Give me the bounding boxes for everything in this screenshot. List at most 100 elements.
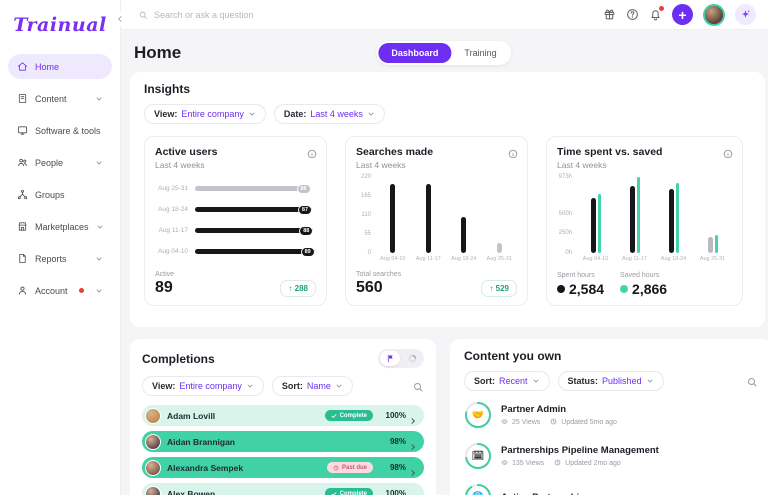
gift-icon[interactable] [603,8,616,21]
completion-percent: 100% [385,489,406,495]
view-filter-dropdown[interactable]: View: Entire company [144,104,266,124]
ai-sparkle-button[interactable] [735,4,756,25]
sidebar-item-label: Software & tools [35,125,101,136]
hbar-row: Aug 25-31 86 [155,178,316,199]
complete-badge: Complete [324,410,373,421]
completion-percent: 98% [389,463,406,472]
chevron-down-icon [647,379,652,383]
active-users-card: Active users Last 4 weeks Aug 25-31 86 Aug… [144,136,327,306]
completion-row[interactable]: Aidan Brannigan 98% [142,431,424,452]
progress-view-icon[interactable] [402,351,422,366]
time-spent-saved-chart: 973h 500h 250h 0h Aug 04-10 Aug 11-17 Aug 18-2… [558,174,726,262]
progress-ring: 🤝 [464,401,492,429]
completion-row[interactable]: Alexandra Sempek Past due 98% [142,457,424,478]
bell-icon[interactable] [649,6,664,21]
saved-hours-dot [620,285,629,293]
search-input[interactable] [154,9,374,20]
progress-ring: 🌐 [464,483,492,495]
saved-hours-value: 2,866 [632,281,668,297]
completion-row[interactable]: Alex Bowen Complete 100% [142,483,424,495]
time-chart-legend: Spent hours 2,584 Saved hours 2,866 [557,272,668,297]
account-alert-dot [79,288,84,293]
search-icon [139,11,147,19]
active-users-change-badge: ↑ 288 [280,280,316,297]
help-icon[interactable] [626,8,639,21]
chevron-down-icon [247,384,253,388]
tab-dashboard[interactable]: Dashboard [378,43,452,63]
completions-card: Completions View: Entire company [130,339,436,495]
completions-sort-dropdown[interactable]: Sort: Name [271,376,353,396]
sidebar-item-account[interactable]: Account [8,278,112,303]
content-sort-dropdown[interactable]: Sort: Recent [464,371,550,391]
insights-charts: Active users Last 4 weeks Aug 25-31 86 Aug… [144,136,751,306]
avatar [145,433,161,450]
completions-view-toggle [378,349,424,368]
content-filters: Sort: Recent Status: Published [464,371,758,391]
add-button[interactable]: + [672,4,693,25]
content-meta: 25 Views Updated 5mo ago [501,418,617,427]
avatar [145,485,161,495]
content-item[interactable]: 🗓 Partnerships Pipeline Management 135 Vie… [464,442,758,470]
global-search [138,9,603,20]
chevron-down-icon [95,95,103,103]
chevron-down-icon [95,159,103,167]
content-status-dropdown[interactable]: Status: Published [557,371,664,391]
sidebar-item-software-tools[interactable]: Software & tools [8,118,112,143]
insights-card: Insights View: Entire company Date: Last… [130,72,765,327]
content-search-icon[interactable] [746,375,758,387]
sidebar-collapse-icon[interactable] [115,12,125,26]
content-emoji-icon: 🤝 [471,409,485,421]
sidebar-item-marketplaces[interactable]: Marketplaces [8,214,112,239]
flag-view-icon[interactable] [380,351,400,366]
completion-percent: 100% [385,411,406,420]
hbar-row: Aug 11-17 88 [155,220,316,241]
content-emoji-icon: 🌐 [464,483,492,495]
topbar: + [120,0,768,30]
clock-icon [554,459,561,468]
content-you-own-card: Content you own Sort: Recent Status: Pub… [450,339,768,495]
page-content: Home Dashboard Training Insights View: E… [120,30,768,495]
chevron-down-icon [95,255,103,263]
marketplace-icon [17,221,28,232]
home-icon [17,61,28,72]
trainual-logo: Trainual [13,14,107,36]
sidebar-item-content[interactable]: Content [8,86,112,111]
sidebar-item-label: Marketplaces [35,221,89,232]
date-filter-dropdown[interactable]: Date: Last 4 weeks [273,104,385,124]
info-icon[interactable] [723,146,733,159]
tab-training[interactable]: Training [464,48,497,58]
chevron-down-icon [249,112,255,116]
completions-filters: View: Entire company Sort: Name [142,376,424,396]
progress-ring: 🗓 [464,442,492,470]
sidebar-item-groups[interactable]: Groups [8,182,112,207]
reports-icon [17,253,28,264]
completion-row[interactable]: Adam Lovill Complete 100% [142,405,424,426]
completions-search-icon[interactable] [412,380,424,392]
sidebar-item-reports[interactable]: Reports [8,246,112,271]
account-icon [17,285,28,296]
sidebar-item-label: People [35,157,64,168]
completions-title: Completions [142,351,215,366]
user-avatar[interactable] [703,3,725,26]
info-icon[interactable] [307,146,317,159]
past-due-badge: Past due [326,462,373,473]
insights-title: Insights [144,82,191,96]
people-icon [17,157,28,168]
content-title: Active Partnerships [501,492,590,495]
content-title: Partner Admin [501,403,567,415]
spent-hours-value: 2,584 [569,281,605,297]
content-meta: 135 Views Updated 2mo ago [501,459,659,468]
completions-list: Adam Lovill Complete 100% Aidan Brannigan 98… [142,405,424,495]
info-icon[interactable] [508,146,518,159]
sidebar-item-label: Content [35,93,67,104]
completions-view-dropdown[interactable]: View: Entire company [142,376,264,396]
searches-made-card: Searches made Last 4 weeks 220 165 110 55 0 A… [345,136,528,306]
insights-filters: View: Entire company Date: Last 4 weeks [144,104,751,124]
content-item[interactable]: 🌐 Active Partnerships [464,483,758,495]
content-item[interactable]: 🤝 Partner Admin 25 Views Updated 5mo ago [464,401,758,429]
chevron-right-icon [409,438,417,450]
sidebar-item-people[interactable]: People [8,150,112,175]
active-users-value: 89 [155,279,173,296]
bottom-section: Completions View: Entire company [130,339,768,495]
sidebar-item-home[interactable]: Home [8,54,112,79]
